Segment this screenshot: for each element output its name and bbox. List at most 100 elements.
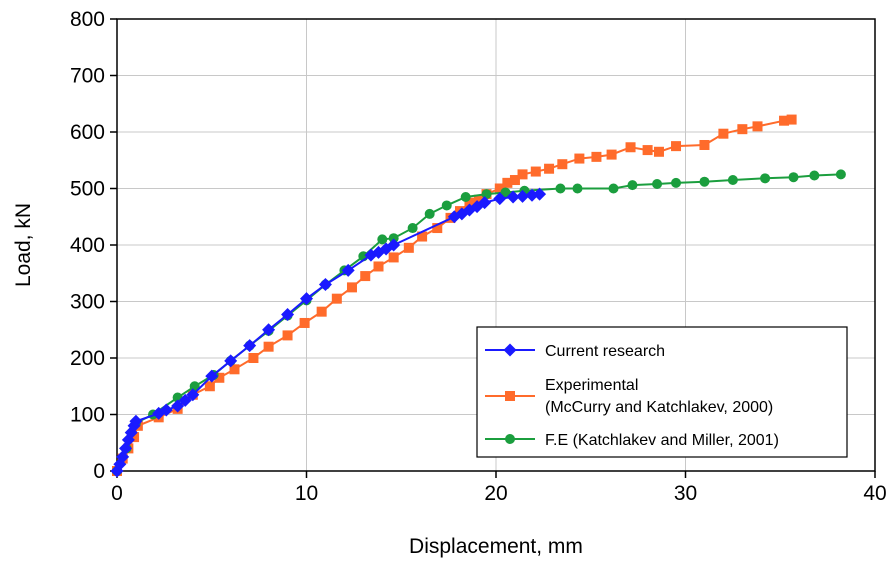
data-point [627,180,638,191]
data-point [282,330,293,341]
y-tick-label: 100 [70,404,105,427]
data-point [388,233,399,244]
data-point [506,190,520,204]
data-point [737,124,748,135]
series-diamond [110,187,547,478]
data-point [752,121,763,132]
data-point [606,149,617,160]
data-point [407,223,418,234]
data-point [481,189,492,200]
legend-entry: F.E (Katchlakev and Miller, 2001) [485,432,779,449]
legend-box [476,326,848,458]
data-point [493,192,507,206]
legend-label: Experimental (McCurry and Katchlakev, 200… [545,377,773,416]
data-point [243,339,257,353]
y-tick-label: 400 [70,234,105,257]
data-point [760,173,771,184]
data-point [788,172,799,183]
data-point [809,170,820,181]
data-point [625,142,636,153]
data-point [373,261,384,272]
y-tick-label: 200 [70,347,105,370]
data-point [572,183,583,194]
data-point [214,372,225,383]
legend-label: F.E (Katchlakev and Miller, 2001) [545,432,779,449]
data-point [224,354,238,368]
data-point [316,306,327,317]
y-tick-label: 300 [70,291,105,314]
x-tick-label: 30 [674,482,697,505]
data-point [262,323,276,337]
series-layer [110,114,846,478]
y-tick-label: 0 [93,460,105,483]
y-tick-label: 500 [70,178,105,201]
data-point [432,223,443,234]
data-point [591,151,602,162]
data-point [473,194,484,205]
data-point [377,234,388,245]
data-point [574,153,585,164]
data-point [727,175,738,186]
legend: Current research Experimental (McCurry and… [476,326,848,458]
data-point [500,187,511,198]
data-point [509,175,520,186]
data-point [360,271,371,282]
data-point [159,403,173,417]
data-point [129,432,140,443]
data-point [205,369,219,383]
x-tick-label: 10 [295,482,318,505]
data-point [178,393,192,407]
data-point [460,191,471,202]
data-point [652,178,663,189]
data-point [516,189,530,203]
data-point [417,231,428,242]
data-point [248,353,259,363]
data-point [300,292,313,306]
data-point [835,169,846,180]
legend-swatch-marker [505,434,515,444]
data-point [555,183,566,194]
data-point [318,278,332,292]
data-point [229,364,240,375]
data-point [388,252,399,263]
data-point [204,381,215,392]
data-point [494,183,505,194]
data-point [424,208,435,219]
data-point [718,128,729,139]
legend-label: Current research [545,343,665,360]
data-point [653,146,664,157]
y-tick-label: 800 [70,8,105,31]
data-point [171,399,185,413]
data-point [478,196,492,210]
legend-entry: Current research [485,343,665,360]
data-point [699,176,710,187]
legend-entry: Experimental (McCurry and Katchlakev, 200… [485,377,773,416]
data-point [441,200,452,211]
data-point [263,341,274,352]
y-tick-label: 700 [70,65,105,88]
legend-swatch-marker [505,391,515,401]
data-point [671,177,682,188]
data-point [403,242,414,253]
data-point [786,114,797,125]
data-point [533,187,547,201]
data-point [557,159,568,170]
data-point [186,388,200,402]
data-point [779,115,790,126]
data-point [608,183,619,194]
data-point [530,166,541,177]
x-tick-label: 20 [484,482,507,505]
y-axis-title: Load, kN [12,203,35,287]
data-point [299,317,310,328]
x-tick-label: 0 [111,482,123,505]
data-point [346,282,357,293]
data-point [642,145,653,156]
y-tick-label: 600 [70,121,105,144]
data-point [129,414,143,428]
legend-swatch-marker [503,343,517,357]
data-point [281,307,295,321]
data-point [387,238,401,252]
